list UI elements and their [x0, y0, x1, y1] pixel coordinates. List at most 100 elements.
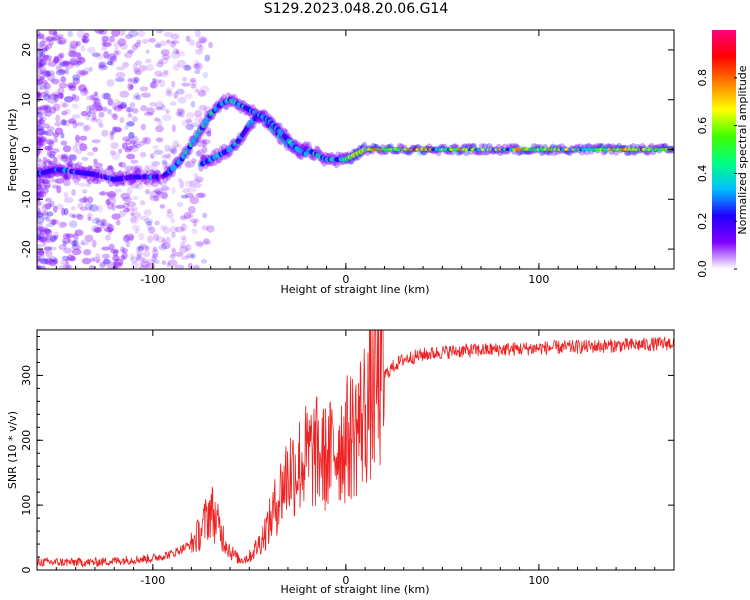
noise-speckle: [134, 60, 142, 66]
noise-speckle: [163, 153, 171, 159]
noise-speckle: [127, 201, 137, 208]
noise-speckle: [101, 106, 108, 112]
noise-speckle: [45, 228, 53, 237]
noise-speckle: [177, 177, 182, 183]
noise-speckle: [107, 52, 117, 61]
noise-speckle: [112, 113, 119, 121]
noise-speckle: [37, 40, 46, 47]
noise-speckle: [113, 258, 124, 267]
noise-speckle: [183, 64, 192, 71]
noise-speckle: [37, 228, 45, 234]
noise-speckle: [120, 192, 131, 200]
noise-speckle: [39, 105, 49, 111]
noise-speckle: [54, 127, 64, 135]
noise-speckle: [154, 117, 160, 122]
noise-speckle: [171, 147, 178, 155]
noise-speckle: [149, 101, 157, 107]
noise-speckle: [158, 192, 168, 199]
noise-speckle: [46, 36, 55, 42]
noise-speckle: [98, 191, 109, 196]
noise-speckle: [80, 241, 90, 246]
noise-speckle: [37, 56, 43, 64]
noise-speckle: [78, 70, 89, 76]
noise-speckle: [207, 130, 212, 137]
noise-speckle: [38, 178, 46, 184]
noise-speckle: [96, 105, 103, 112]
noise-speckle: [40, 130, 49, 136]
noise-speckle: [37, 141, 44, 146]
noise-speckle: [161, 54, 171, 60]
noise-speckle: [37, 55, 42, 63]
noise-speckle: [82, 189, 88, 194]
noise-speckle: [87, 111, 92, 118]
noise-speckle: [40, 188, 45, 196]
noise-speckle: [63, 197, 74, 204]
noise-speckle: [181, 120, 190, 127]
noise-speckle: [172, 63, 180, 71]
noise-speckle: [42, 156, 48, 165]
noise-speckle: [63, 247, 73, 254]
noise-speckle: [38, 191, 47, 198]
noise-speckle: [40, 111, 46, 118]
noise-speckle: [172, 48, 179, 55]
noise-speckle: [124, 165, 134, 171]
noise-speckle: [130, 256, 139, 263]
noise-speckle: [144, 188, 150, 195]
noise-speckle: [141, 92, 151, 98]
noise-speckle: [81, 36, 90, 44]
noise-speckle: [79, 143, 88, 152]
noise-speckle: [72, 77, 80, 85]
noise-speckle: [67, 237, 72, 244]
noise-speckle: [184, 180, 194, 187]
noise-speckle: [58, 244, 67, 251]
noise-speckle: [171, 124, 176, 133]
noise-speckle: [46, 158, 51, 164]
noise-speckle: [37, 221, 44, 230]
noise-speckle: [68, 120, 77, 125]
noise-speckle: [98, 123, 104, 128]
noise-speckle: [123, 207, 130, 213]
noise-speckle: [95, 253, 101, 261]
noise-speckle: [162, 114, 172, 122]
noise-speckle: [41, 179, 51, 185]
noise-speckle: [161, 159, 167, 165]
noise-speckle: [82, 67, 90, 74]
noise-speckle: [109, 150, 116, 156]
figure-title: S129.2023.048.20.06.G14: [263, 1, 449, 17]
noise-speckle: [145, 49, 150, 54]
noise-speckle: [148, 37, 157, 43]
noise-speckle: [124, 200, 130, 206]
noise-speckle: [139, 260, 150, 268]
noise-speckle: [73, 233, 79, 241]
noise-speckle: [104, 234, 111, 241]
noise-speckle: [84, 124, 93, 131]
noise-speckle: [107, 192, 116, 200]
noise-speckle: [132, 166, 142, 173]
noise-speckle: [44, 228, 52, 234]
noise-speckle: [132, 78, 139, 85]
noise-speckle: [111, 126, 117, 135]
noise-speckle: [69, 60, 80, 66]
noise-speckle: [59, 60, 69, 67]
noise-speckle: [153, 195, 160, 202]
noise-speckle: [138, 65, 147, 72]
noise-speckle: [53, 94, 59, 102]
noise-speckle: [71, 248, 82, 256]
noise-speckle: [110, 141, 119, 150]
noise-speckle: [69, 255, 76, 262]
noise-speckle: [65, 95, 74, 103]
noise-speckle: [74, 122, 85, 127]
noise-speckle: [68, 220, 78, 228]
noise-speckle: [84, 202, 93, 211]
noise-speckle: [47, 202, 52, 208]
noise-speckle: [122, 202, 130, 209]
noise-speckle: [202, 139, 208, 147]
noise-speckle: [106, 165, 113, 171]
noise-speckle: [63, 208, 69, 216]
noise-speckle: [133, 76, 140, 83]
noise-speckle: [38, 254, 46, 263]
noise-speckle: [155, 101, 165, 110]
noise-speckle: [47, 98, 58, 104]
noise-speckle: [112, 98, 121, 105]
